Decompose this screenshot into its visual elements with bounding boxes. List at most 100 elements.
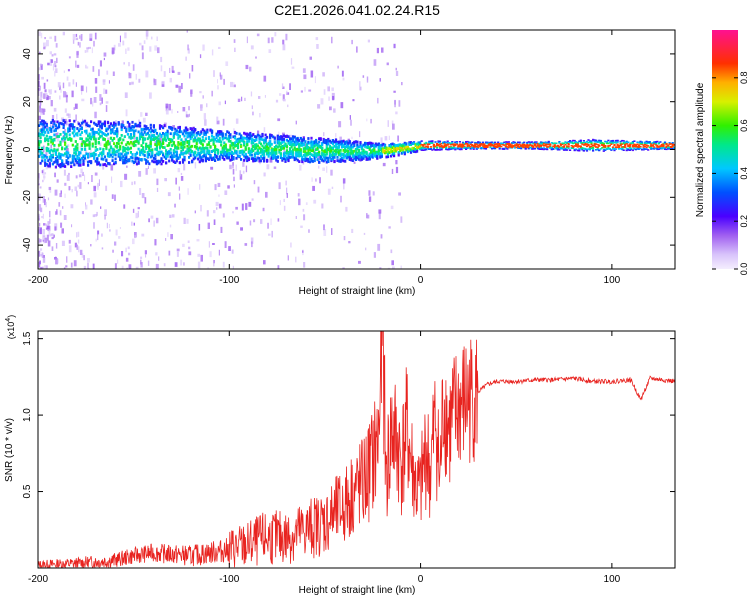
heatmap-ridge-cell (318, 153, 321, 156)
heatmap-noise-cell (232, 168, 235, 175)
heatmap-ridge-cell (350, 143, 353, 147)
heatmap-ridge-cell (155, 139, 158, 143)
heatmap-ridge-cell (348, 152, 351, 156)
heatmap-ridge-cell (59, 143, 62, 146)
heatmap-ridge-cell (94, 142, 97, 145)
heatmap-ridge-cell (416, 142, 419, 146)
heatmap-noise-cell (92, 263, 95, 269)
heatmap-noise-cell (175, 84, 179, 88)
heatmap-ridge-cell (137, 147, 140, 151)
heatmap-ridge-cell (96, 131, 99, 134)
heatmap-ridge-cell (88, 144, 91, 147)
heatmap-ridge-cell (154, 143, 157, 146)
heatmap-ridge-cell (289, 156, 292, 159)
heatmap-ridge-cell (100, 122, 103, 126)
heatmap-noise-cell (47, 221, 50, 226)
heatmap-noise-cell (141, 52, 144, 60)
heatmap-noise-cell (171, 108, 173, 114)
heatmap-ridge-cell (65, 145, 68, 149)
heatmap-noise-cell (290, 58, 293, 65)
heatmap-noise-cell (177, 71, 181, 75)
heatmap-noise-cell (376, 47, 379, 54)
heatmap-ridge-cell (134, 160, 137, 163)
heatmap-noise-cell (46, 93, 48, 98)
heatmap-ridge-cell (146, 160, 149, 164)
heatmap-ridge-cell (480, 144, 483, 146)
heatmap-noise-cell (43, 42, 45, 47)
heatmap-ridge-cell (214, 148, 217, 152)
heatmap-ridge-cell (311, 146, 315, 150)
heatmap-ridge-cell (588, 148, 592, 151)
heatmap-ridge-cell (454, 144, 457, 146)
heatmap-ridge-cell (119, 147, 122, 151)
heatmap-ridge-cell (293, 135, 296, 139)
heatmap-noise-cell (202, 44, 205, 51)
heatmap-noise-cell (135, 73, 137, 80)
heatmap-ridge-cell (284, 151, 287, 155)
heatmap-noise-cell (286, 90, 288, 95)
heatmap-ridge-cell (330, 159, 333, 163)
heatmap-ridge-cell (259, 142, 263, 146)
heatmap-noise-cell (128, 72, 132, 79)
heatmap-noise-cell (185, 56, 187, 61)
heatmap-ridge-cell (425, 147, 428, 150)
heatmap-ridge-cell (214, 153, 217, 157)
heatmap-ridge-cell (431, 149, 434, 151)
heatmap-ridge-cell (295, 151, 298, 155)
heatmap-ridge-cell (311, 141, 315, 144)
heatmap-ridge-cell (367, 142, 370, 145)
heatmap-ridge-cell (598, 141, 601, 143)
heatmap-ridge-cell (543, 148, 546, 151)
heatmap-ridge-cell (538, 143, 541, 146)
heatmap-ridge-cell (227, 153, 230, 156)
heatmap-ridge-cell (368, 153, 371, 157)
heatmap-noise-cell (54, 71, 56, 77)
heatmap-ridge-cell (276, 137, 279, 141)
heatmap-ridge-cell (56, 162, 59, 166)
heatmap-ridge-cell (391, 153, 394, 156)
heatmap-ridge-cell (588, 146, 592, 148)
heatmap-noise-cell (398, 192, 401, 196)
heatmap-ridge-cell (667, 148, 670, 150)
heatmap-ridge-cell (498, 143, 501, 145)
heatmap-ridge-cell (631, 142, 634, 144)
heatmap-ridge-cell (484, 146, 488, 149)
heatmap-ridge-cell (544, 148, 547, 150)
heatmap-ridge-cell (494, 147, 497, 150)
heatmap-ridge-cell (347, 153, 350, 156)
heatmap-ridge-cell (491, 144, 494, 147)
heatmap-ridge-cell (298, 139, 301, 142)
heatmap-ridge-cell (85, 123, 88, 126)
heatmap-ridge-cell (659, 147, 662, 150)
heatmap-noise-cell (145, 30, 149, 37)
heatmap-ridge-cell (178, 127, 181, 131)
heatmap-noise-cell (159, 136, 162, 144)
heatmap-ridge-cell (550, 142, 553, 144)
heatmap-ridge-cell (71, 131, 74, 135)
heatmap-ridge-cell (566, 142, 569, 144)
heatmap-noise-cell (225, 61, 229, 66)
heatmap-ridge-cell (168, 142, 171, 145)
heatmap-ridge-cell (302, 136, 305, 140)
heatmap-noise-cell (205, 134, 208, 139)
heatmap-ridge-cell (371, 142, 374, 146)
heatmap-noise-cell (391, 260, 394, 266)
heatmap-ridge-cell (151, 154, 154, 158)
heatmap-ridge-cell (197, 157, 200, 161)
heatmap-noise-cell (223, 78, 225, 85)
heatmap-noise-cell (210, 166, 214, 170)
heatmap-noise-cell (187, 48, 190, 54)
heatmap-ridge-cell (108, 148, 111, 152)
heatmap-ridge-cell (492, 145, 495, 148)
heatmap-noise-cell (94, 32, 97, 40)
heatmap-ridge-cell (304, 146, 307, 150)
heatmap-ridge-cell (454, 143, 457, 145)
heatmap-ridge-cell (295, 157, 298, 161)
heatmap-ridge-cell (302, 153, 305, 157)
heatmap-noise-cell (70, 262, 73, 268)
heatmap-ridge-cell (168, 125, 171, 129)
heatmap-noise-cell (165, 103, 169, 109)
heatmap-ridge-cell (172, 155, 175, 158)
heatmap-ridge-cell (305, 152, 308, 155)
heatmap-ridge-cell (547, 146, 550, 148)
